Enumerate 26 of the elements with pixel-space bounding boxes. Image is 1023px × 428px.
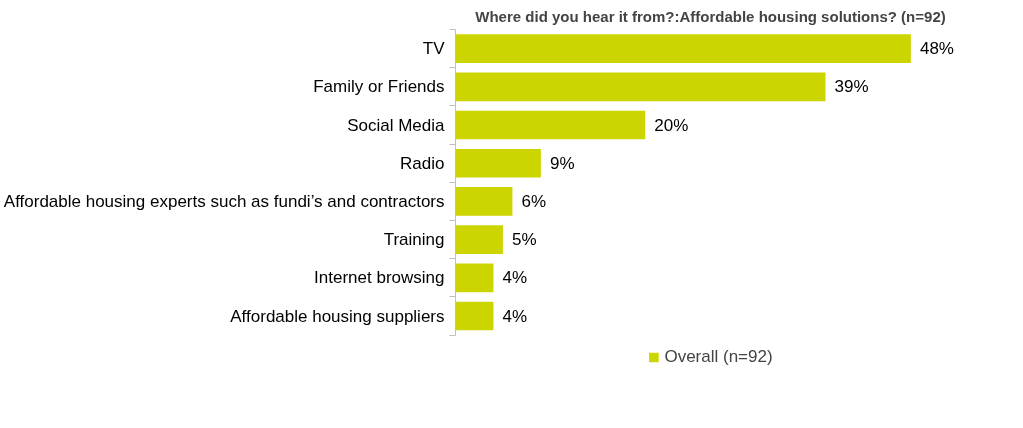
- y-tick-label: Radio: [400, 153, 445, 173]
- bar: [455, 263, 494, 293]
- data-label: 20%: [654, 115, 689, 135]
- data-label: 6%: [521, 191, 547, 211]
- chart-title: Where did you hear it from?:Affordable housing solutions? (n=92): [475, 7, 946, 25]
- y-tick-label: Internet browsing: [314, 268, 445, 288]
- bar: [455, 72, 826, 102]
- data-label: 48%: [919, 39, 954, 59]
- bar: [455, 225, 503, 254]
- data-label: 5%: [512, 230, 537, 250]
- bar: [455, 187, 513, 216]
- bar: [455, 34, 911, 63]
- data-label: 4%: [502, 268, 528, 288]
- bar: [455, 110, 646, 140]
- bar: [455, 148, 541, 178]
- y-tick-label: Family or Friends: [313, 77, 445, 97]
- legend-label: Overall (n=92): [664, 347, 773, 367]
- data-label: 39%: [834, 77, 869, 97]
- y-tick-label: Training: [383, 230, 445, 250]
- y-tick-label: Affordable housing suppliers: [230, 306, 445, 326]
- y-tick-label: Social Media: [347, 115, 446, 135]
- data-label: 9%: [549, 153, 575, 173]
- data-label: 4%: [502, 306, 528, 326]
- y-tick-label: Affordable housing experts such as fundi’s and contractors: [3, 191, 445, 211]
- y-tick-label: TV: [422, 39, 446, 59]
- bar: [455, 301, 494, 331]
